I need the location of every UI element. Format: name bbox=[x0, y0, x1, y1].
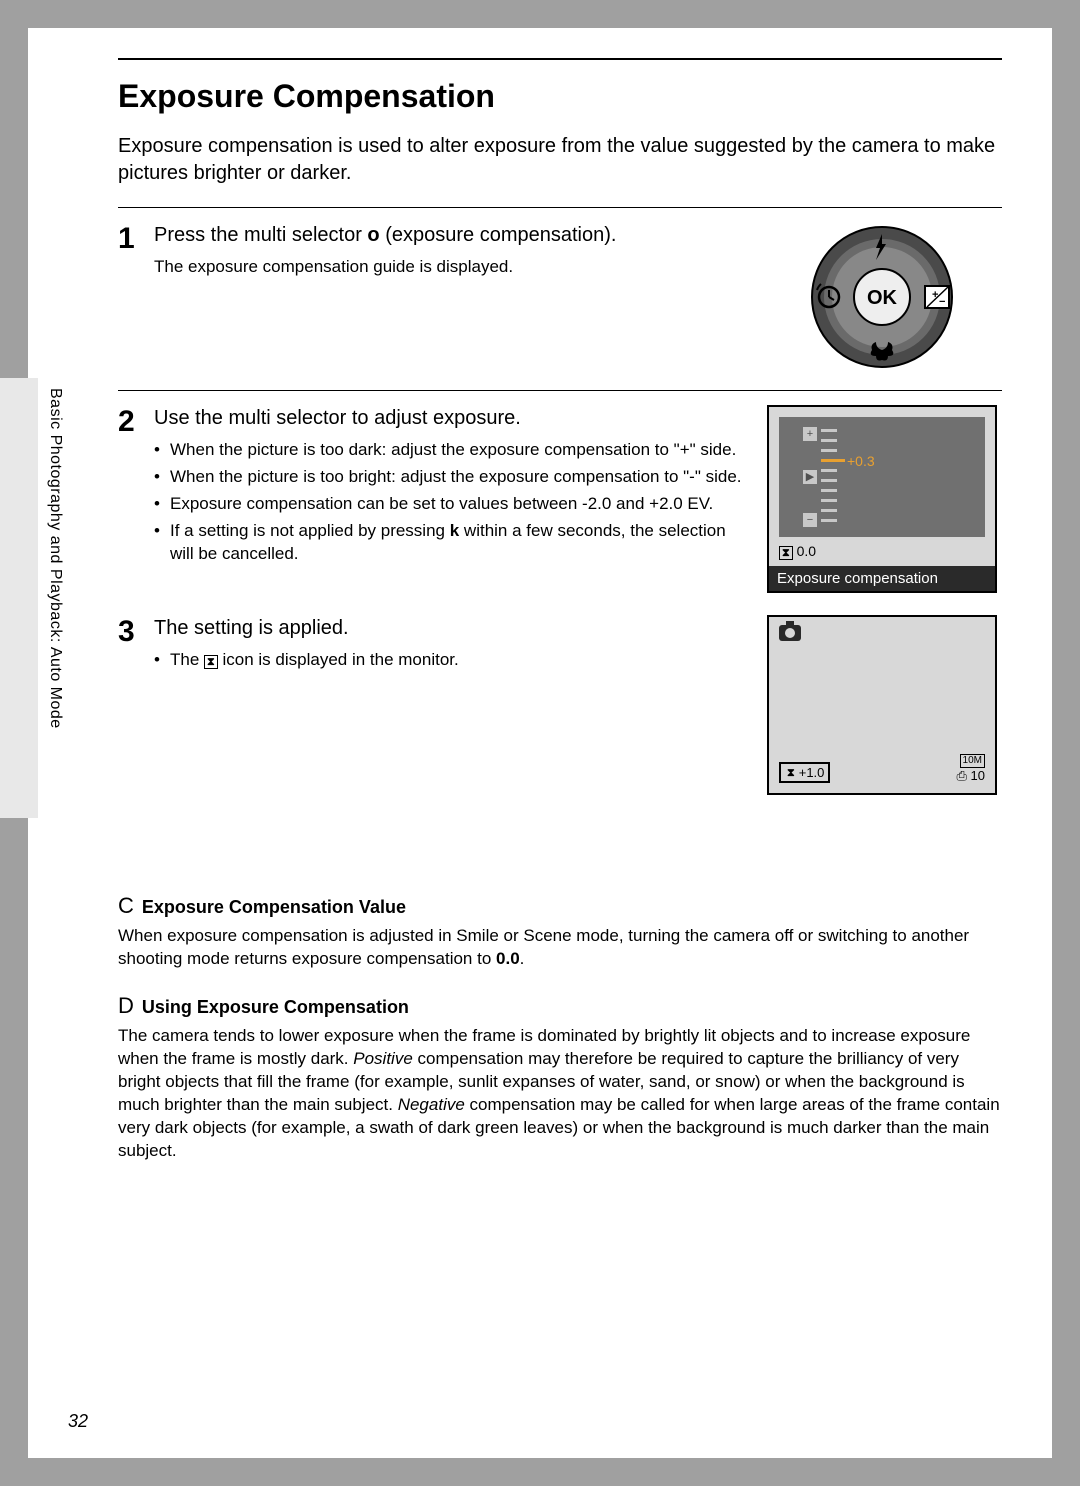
svg-text:OK: OK bbox=[867, 287, 898, 309]
lcd-monitor: ⧗+1.0 10M ⎙ 10 bbox=[767, 615, 997, 795]
section-label: Basic Photography and Playback: Auto Mod… bbox=[46, 388, 64, 729]
step-3-title: The setting is applied. bbox=[154, 615, 752, 641]
exposure-comp-icon: ⧗ bbox=[785, 767, 797, 779]
image-size-icon: 10M bbox=[960, 754, 985, 768]
lcd-exposure-scale: + ▶ − +0.3 bbox=[767, 405, 997, 593]
ev-badge: ⧗+1.0 bbox=[779, 762, 830, 783]
frames-remaining: 10 bbox=[971, 768, 985, 783]
step-1-desc: The exposure compensation guide is displ… bbox=[154, 256, 752, 279]
reset-value: 0.0 bbox=[496, 949, 520, 968]
internal-memory-icon: ⎙ bbox=[957, 768, 967, 783]
step-1: 1 Press the multi selector o (exposure c… bbox=[118, 207, 1002, 390]
txt: icon is displayed in the monitor. bbox=[218, 650, 459, 669]
step-3: 3 The setting is applied. The ⧗ icon is … bbox=[118, 611, 1002, 813]
note-c-body: When exposure compensation is adjusted i… bbox=[118, 925, 1002, 971]
top-rule bbox=[118, 58, 1002, 60]
svg-text:−: − bbox=[939, 296, 945, 308]
ev-zero: 0.0 bbox=[797, 543, 816, 559]
note-title: Using Exposure Compensation bbox=[142, 997, 409, 1017]
note-d-body: The camera tends to lower exposure when … bbox=[118, 1025, 1002, 1163]
bullet: The ⧗ icon is displayed in the monitor. bbox=[154, 649, 752, 672]
screen-label: Exposure compensation bbox=[769, 566, 995, 591]
ev-readout: +1.0 bbox=[799, 765, 825, 780]
txt: When exposure compensation is adjusted i… bbox=[118, 926, 969, 968]
txt: (exposure compensation). bbox=[380, 224, 617, 246]
camera-mode-icon bbox=[779, 625, 801, 641]
status-icons: 10M ⎙ 10 bbox=[957, 751, 986, 784]
txt: Press the multi selector bbox=[154, 224, 367, 246]
txt: The bbox=[170, 650, 204, 669]
exposure-comp-icon: ⧗ bbox=[204, 655, 218, 669]
notes-section: C Exposure Compensation Value When exposu… bbox=[118, 893, 1002, 1163]
note-symbol: D bbox=[118, 993, 134, 1018]
step-number: 1 bbox=[118, 222, 154, 372]
manual-page: Basic Photography and Playback: Auto Mod… bbox=[28, 28, 1052, 1458]
step-2-bullets: When the picture is too dark: adjust the… bbox=[154, 439, 752, 566]
txt: Negative bbox=[398, 1095, 465, 1114]
page-title: Exposure Compensation bbox=[118, 78, 1002, 115]
bullet: If a setting is not applied by pressing … bbox=[154, 520, 752, 566]
ok-symbol: k bbox=[450, 521, 459, 540]
bullet: When the picture is too dark: adjust the… bbox=[154, 439, 752, 462]
step-3-bullets: The ⧗ icon is displayed in the monitor. bbox=[154, 649, 752, 672]
bullet: Exposure compensation can be set to valu… bbox=[154, 493, 752, 516]
page-number: 32 bbox=[68, 1411, 88, 1432]
txt: . bbox=[520, 949, 525, 968]
ev-icon-line: ⧗ 0.0 bbox=[779, 543, 985, 560]
step-2-title: Use the multi selector to adjust exposur… bbox=[154, 405, 752, 431]
intro-text: Exposure compensation is used to alter e… bbox=[118, 133, 1002, 187]
note-title: Exposure Compensation Value bbox=[142, 897, 406, 917]
step-number: 2 bbox=[118, 405, 154, 593]
txt: If a setting is not applied by pressing bbox=[170, 521, 450, 540]
step-number: 3 bbox=[118, 615, 154, 795]
ev-value: +0.3 bbox=[847, 453, 875, 469]
note-c-head: C Exposure Compensation Value bbox=[118, 893, 1002, 919]
exposure-comp-icon: ⧗ bbox=[779, 546, 793, 560]
note-symbol: C bbox=[118, 893, 134, 918]
txt: Positive bbox=[353, 1049, 413, 1068]
svg-text:+: + bbox=[932, 289, 938, 301]
note-d-head: D Using Exposure Compensation bbox=[118, 993, 1002, 1019]
bullet: When the picture is too bright: adjust t… bbox=[154, 466, 752, 489]
side-tab bbox=[0, 378, 38, 818]
step-1-title: Press the multi selector o (exposure com… bbox=[154, 222, 752, 248]
step-2: 2 Use the multi selector to adjust expos… bbox=[118, 390, 1002, 611]
multi-selector-icon: OK + − bbox=[807, 222, 957, 372]
selector-symbol: o bbox=[367, 224, 379, 246]
